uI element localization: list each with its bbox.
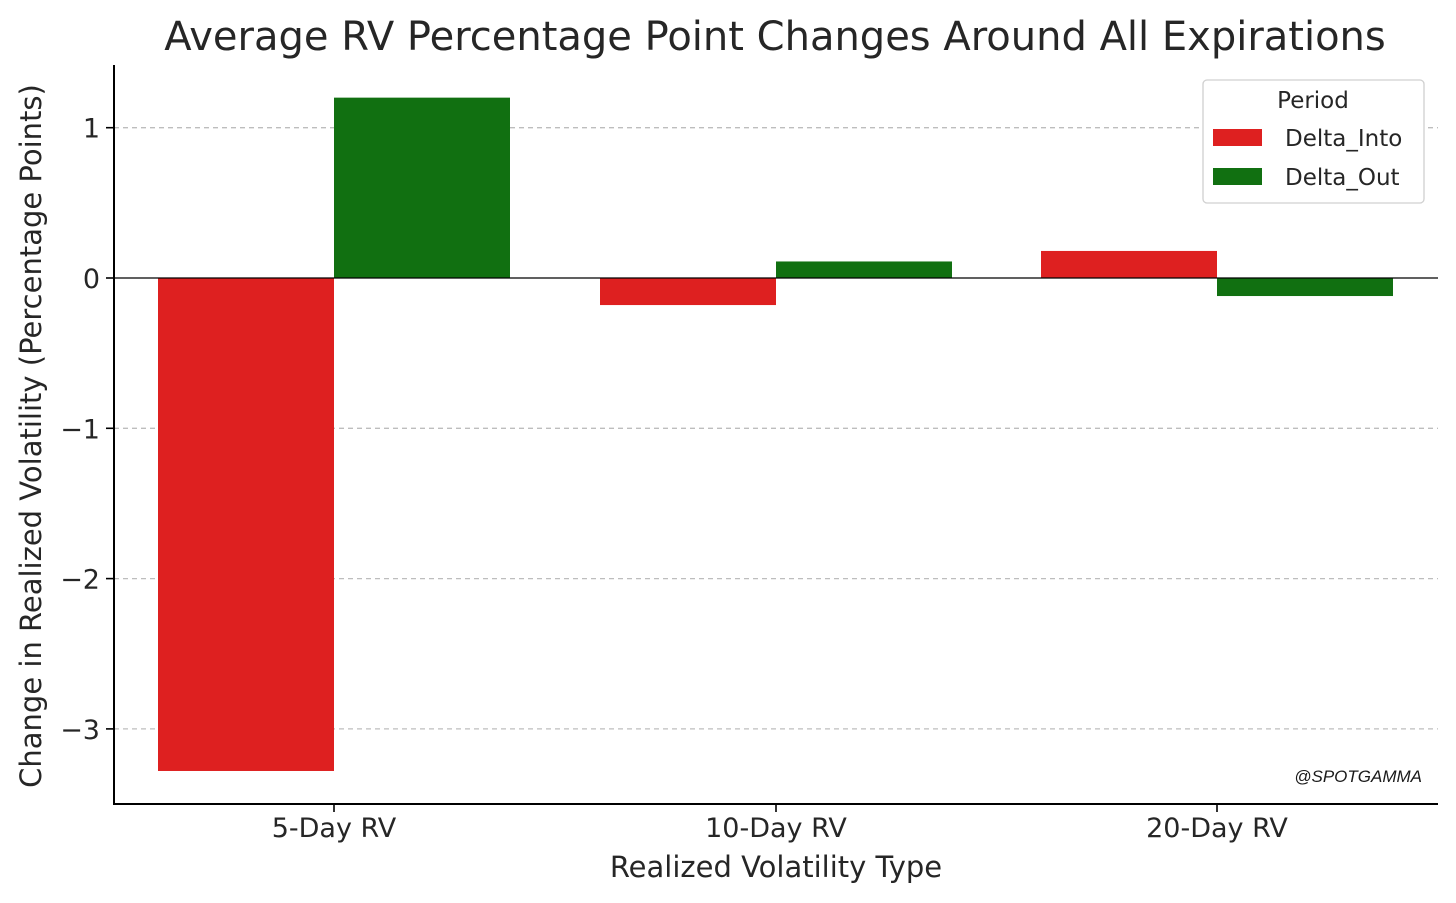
y-tick-label: −3	[60, 715, 100, 746]
x-tick-label: 20-Day RV	[1146, 813, 1288, 844]
y-tick-label: 1	[83, 114, 100, 145]
chart-title: Average RV Percentage Point Changes Arou…	[164, 14, 1386, 60]
legend-label-delta-into: Delta_Into	[1285, 126, 1402, 152]
watermark: @SPOTGAMMA	[1294, 767, 1422, 786]
x-tick-label: 5-Day RV	[272, 813, 397, 844]
x-ticks: 5-Day RV 10-Day RV 20-Day RV	[272, 804, 1288, 844]
y-ticks: 1 0 −1 −2 −3	[60, 114, 114, 746]
bar-delta-into-2	[600, 278, 776, 306]
bar-delta-out-3	[1217, 278, 1393, 297]
bar-delta-into-3	[1041, 250, 1217, 278]
bar-delta-into-1	[158, 278, 334, 771]
bars	[158, 97, 1393, 771]
bar-delta-out-1	[334, 97, 510, 278]
legend-title: Period	[1277, 88, 1349, 114]
legend: Period Delta_Into Delta_Out	[1202, 79, 1425, 204]
y-tick-label: −1	[60, 414, 100, 445]
y-tick-label: −2	[60, 565, 100, 596]
x-axis-label: Realized Volatility Type	[610, 850, 942, 884]
legend-swatch-delta-into	[1213, 129, 1262, 146]
legend-label-delta-out: Delta_Out	[1285, 165, 1400, 191]
x-tick-label: 10-Day RV	[705, 813, 847, 844]
y-axis-label: Change in Realized Volatility (Percentag…	[14, 84, 48, 788]
bar-delta-out-2	[776, 261, 952, 278]
legend-swatch-delta-out	[1213, 168, 1262, 185]
y-tick-label: 0	[83, 264, 100, 295]
